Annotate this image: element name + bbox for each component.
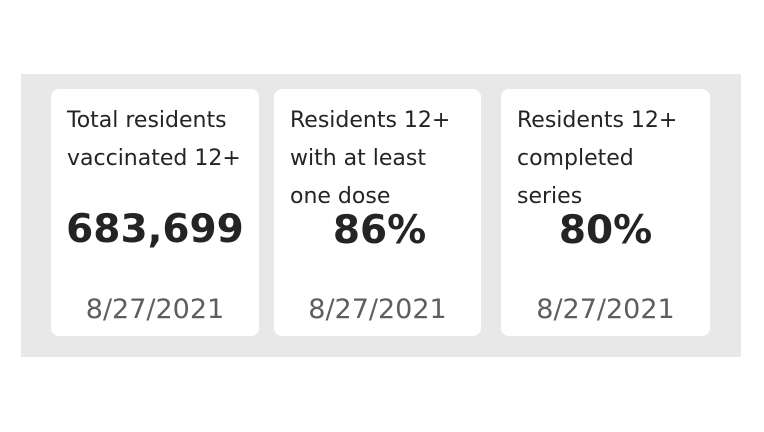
kpi-card-title: Total residents vaccinated 12+ xyxy=(67,108,241,171)
kpi-cards-panel: Total residents vaccinated 12+ 683,699 8… xyxy=(21,74,741,357)
kpi-card-value: 86% xyxy=(332,208,427,253)
kpi-card-completed-series[interactable]: Residents 12+ completed series 80% 8/27/… xyxy=(501,89,710,336)
kpi-card-title: Residents 12+ completed series xyxy=(517,108,678,209)
kpi-card-at-least-one-dose[interactable]: Residents 12+ with at least one dose 86%… xyxy=(274,89,481,336)
kpi-card-date: 8/27/2021 xyxy=(536,294,675,325)
kpi-card-value: 683,699 xyxy=(66,207,244,252)
kpi-card-value: 80% xyxy=(558,208,653,253)
kpi-card-date: 8/27/2021 xyxy=(308,294,447,325)
kpi-card-total-vaccinated[interactable]: Total residents vaccinated 12+ 683,699 8… xyxy=(51,89,259,336)
kpi-card-title: Residents 12+ with at least one dose xyxy=(290,108,451,209)
kpi-card-date: 8/27/2021 xyxy=(85,294,225,325)
